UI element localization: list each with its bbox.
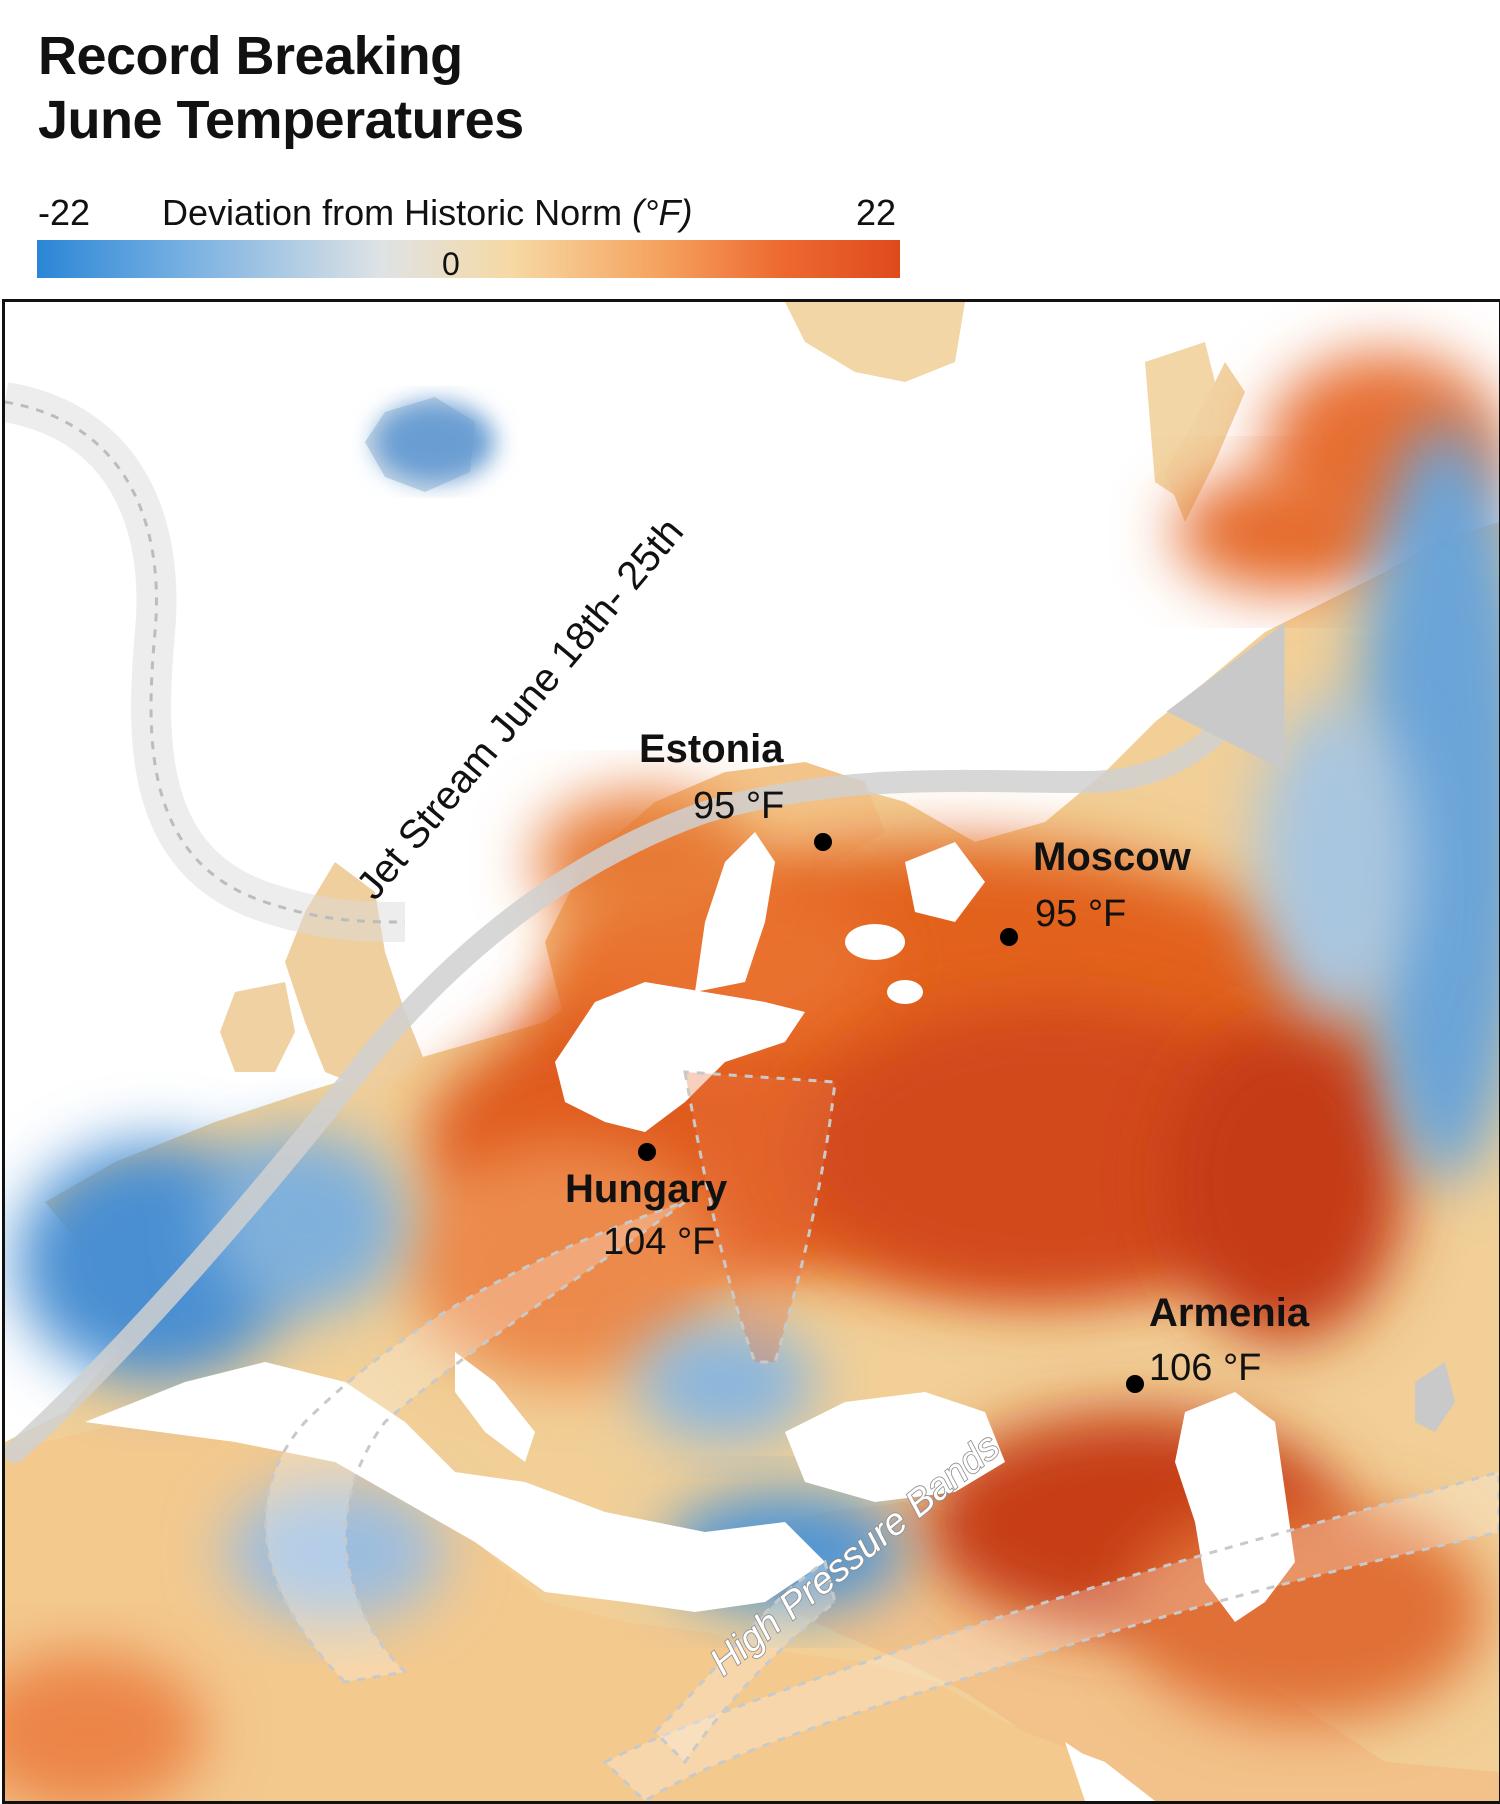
map-canvas: Estonia 95 °F Moscow 95 °F Hungary 104 °… [5, 302, 1499, 1801]
legend-max-value: 22 [856, 192, 897, 233]
city-labels: Estonia 95 °F Moscow 95 °F Hungary 104 °… [565, 727, 1310, 1389]
city-label-armenia: Armenia [1149, 1291, 1310, 1335]
legend-label-text: Deviation from Historic Norm [162, 192, 623, 233]
high-pressure-bands [264, 1070, 1499, 1801]
legend-label: Deviation from Historic Norm (°F) [162, 192, 692, 234]
city-label-estonia: Estonia [639, 727, 784, 771]
seas [85, 832, 1295, 1801]
title-line-1: Record Breaking [38, 26, 463, 86]
temperature-anomaly-map: Estonia 95 °F Moscow 95 °F Hungary 104 °… [2, 299, 1500, 1804]
moscow-marker [1000, 928, 1018, 946]
city-markers [638, 833, 1144, 1393]
title-line-2: June Temperatures [38, 90, 524, 150]
city-temp-estonia: 95 °F [693, 785, 784, 827]
color-scale-bar [37, 240, 900, 278]
city-temp-moscow: 95 °F [1035, 893, 1126, 935]
estonia-marker [814, 833, 832, 851]
city-label-moscow: Moscow [1033, 835, 1192, 879]
city-temp-armenia: 106 °F [1149, 1347, 1261, 1389]
legend-min-value: -22 [38, 192, 91, 233]
hungary-marker [638, 1143, 656, 1161]
anomaly-cold [15, 402, 1499, 1622]
city-temp-hungary: 104 °F [603, 1221, 715, 1263]
map-title: Record Breaking June Temperatures [38, 24, 524, 152]
legend-unit: (°F) [632, 192, 693, 233]
legend-zero-value: 0 [442, 246, 460, 282]
armenia-marker [1126, 1375, 1144, 1393]
jet-stream-arrow [5, 382, 1285, 1463]
city-label-hungary: Hungary [565, 1167, 728, 1211]
aral-sea [1415, 1362, 1455, 1432]
